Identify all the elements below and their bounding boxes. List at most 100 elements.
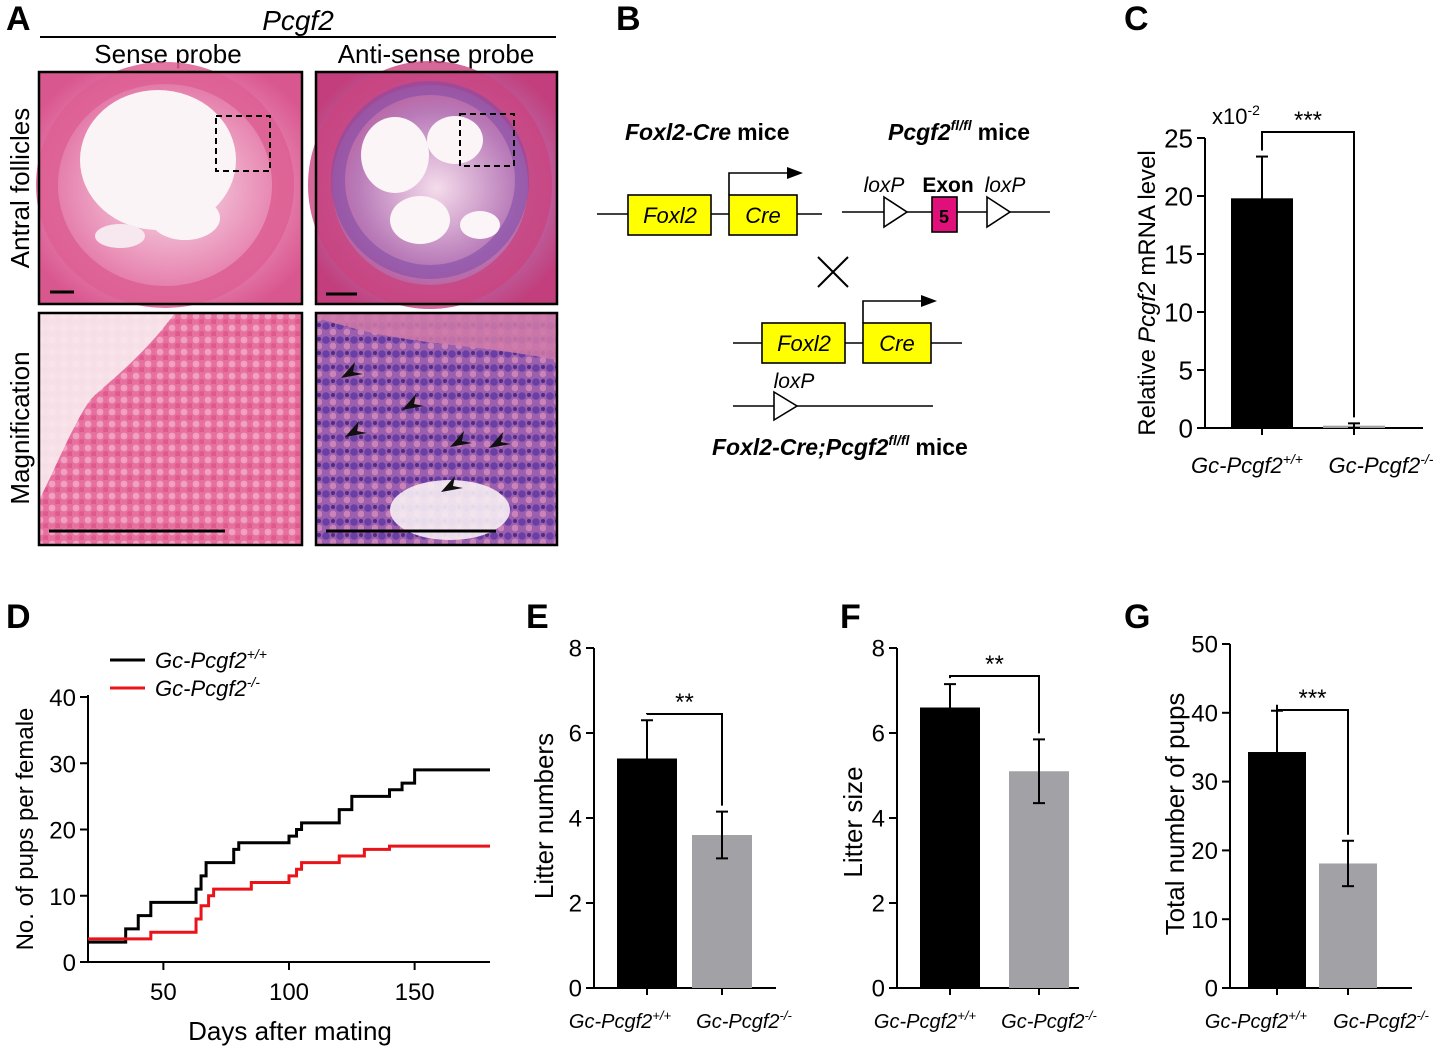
- arrowhead-icon: [341, 362, 363, 378]
- loxp-triangle-icon: [773, 390, 799, 422]
- y-tick-label: 5: [1179, 355, 1193, 385]
- chart-c-xtick: Gc-Pcgf2+/+: [1191, 451, 1303, 478]
- panel-label-c: C: [1124, 0, 1149, 38]
- chart-e-plot: 0 2 4 6 8 **: [569, 636, 776, 1003]
- panel-b: B Foxl2-Cre mice Pcgf2fl/fl mice Foxl2 Cre…: [597, 0, 1050, 460]
- chart-f-ylabel: Litter size: [838, 766, 868, 877]
- significance-bracket: [646, 713, 723, 806]
- significance-label: **: [675, 689, 694, 716]
- offspring-construct: Foxl2 Cre loxP: [733, 295, 962, 422]
- pcgf2-flfl-mice-title: Pcgf2fl/fl mice: [888, 117, 1030, 145]
- bar-wt: [920, 707, 980, 988]
- micrograph-sense-magnification: [37, 311, 304, 547]
- y-tick-label: 10: [1191, 907, 1218, 934]
- cre-gene-box: Cre: [745, 203, 780, 228]
- loxp-triangle-icon: [883, 195, 909, 229]
- chart-d-legend: Gc-Pcgf2+/+ Gc-Pcgf2-/-: [110, 646, 267, 701]
- y-tick-label: 0: [63, 950, 76, 977]
- panel-e: E Litter numbers 0 2 4 6 8 ** Gc-Pcgf2+/+ Gc-…: [526, 598, 792, 1033]
- cross-symbol: [817, 256, 849, 288]
- panel-label-a: A: [6, 0, 31, 38]
- micrograph-antisense-antral: [308, 61, 559, 309]
- chart-d-xlabel: Days after mating: [188, 1016, 392, 1046]
- chart-e-ylabel: Litter numbers: [529, 733, 559, 899]
- arrowheads: [341, 362, 511, 492]
- significance-label: ***: [1298, 685, 1326, 712]
- y-tick-label: 8: [569, 636, 582, 663]
- y-tick-label: 0: [872, 976, 885, 1003]
- legend-label-wt: Gc-Pcgf2+/+: [155, 646, 267, 673]
- inset-box-sense: [215, 115, 271, 172]
- loxp-label: loxP: [774, 370, 815, 393]
- x-tick-label: 50: [150, 979, 177, 1006]
- y-tick-label: 50: [1191, 632, 1218, 659]
- y-tick-label: 6: [569, 721, 582, 748]
- y-tick-label: 4: [872, 806, 885, 833]
- significance-bracket: [1276, 704, 1349, 835]
- chart-d-plot: 0 10 20 30 40 50 100 150: [49, 685, 490, 1006]
- chart-c-plot: 0 5 10 15 20 25 ***: [1164, 107, 1423, 443]
- y-tick-label: 8: [872, 636, 885, 663]
- y-tick-label: 2: [872, 891, 885, 918]
- promoter-arrow: [728, 172, 798, 195]
- arrowhead-icon: [489, 432, 511, 448]
- panel-label-d: D: [6, 598, 31, 636]
- pcgf2-flox-construct: 5 loxP Exon loxP: [842, 174, 1050, 233]
- bar-ko: [692, 835, 752, 988]
- series-line-wt: [88, 768, 490, 944]
- y-tick-label: 10: [1164, 297, 1193, 327]
- panel-f: F Litter size 0 2 4 6 8 ** Gc-Pcgf2+/+ Gc-Pcg…: [838, 598, 1097, 1033]
- multiplier-label: x10-2: [1212, 102, 1260, 129]
- panel-a-row-magnification: Magnification: [5, 351, 35, 504]
- chart-g-xtick: Gc-Pcgf2-/-: [1333, 1008, 1429, 1033]
- y-tick-label: 0: [1179, 413, 1193, 443]
- bar-ko: [1009, 771, 1069, 988]
- panel-label-b: B: [616, 0, 641, 38]
- y-tick-label: 10: [49, 884, 76, 911]
- panel-c: C x10-2 RelativePcgf2mRNA level 0 5 10 15 20…: [1124, 0, 1434, 478]
- chart-g-xtick: Gc-Pcgf2+/+: [1205, 1008, 1308, 1033]
- panel-a-gene-title: Pcgf2: [262, 5, 334, 36]
- x-tick-label: 100: [269, 979, 309, 1006]
- y-tick-label: 0: [569, 976, 582, 1003]
- y-tick-label: 20: [1164, 181, 1193, 211]
- y-tick-label: 2: [569, 891, 582, 918]
- y-tick-label: 20: [49, 818, 76, 845]
- arrowhead-icon: [450, 431, 472, 447]
- significance-bracket: [1261, 131, 1355, 418]
- panel-label-g: G: [1124, 598, 1150, 636]
- y-tick-label: 25: [1164, 123, 1193, 153]
- panel-label-e: E: [526, 598, 549, 636]
- chart-e-xtick: Gc-Pcgf2-/-: [696, 1008, 792, 1033]
- loxp-triangle-icon: [986, 195, 1012, 229]
- arrow-icon: [921, 295, 937, 307]
- significance-bracket: [949, 675, 1040, 734]
- chart-g-ylabel: Total number of pups: [1160, 693, 1190, 936]
- arrow-icon: [787, 167, 803, 179]
- y-tick-label: 0: [1205, 976, 1218, 1003]
- exon-label: Exon: [922, 174, 973, 197]
- loxp-label: loxP: [864, 174, 905, 197]
- panel-a: A Pcgf2 Sense probe Anti-sense probe Ant…: [5, 0, 559, 547]
- legend-label-ko: Gc-Pcgf2-/-: [155, 674, 260, 701]
- y-tick-label: 20: [1191, 838, 1218, 865]
- exon5-box: 5: [939, 207, 949, 227]
- chart-c-ylabel: RelativePcgf2mRNA level: [1134, 150, 1161, 435]
- y-tick-label: 40: [1191, 700, 1218, 727]
- loxp-label: loxP: [985, 174, 1026, 197]
- y-tick-label: 30: [1191, 769, 1218, 796]
- x-tick-label: 150: [395, 979, 435, 1006]
- chart-f-xtick: Gc-Pcgf2-/-: [1001, 1008, 1097, 1033]
- chart-d-ylabel: No. of pups per female: [12, 708, 39, 951]
- foxl2-gene-box: Foxl2: [777, 331, 831, 356]
- y-tick-label: 30: [49, 751, 76, 778]
- foxl2cre-mice-title: Foxl2-Cre mice: [625, 119, 790, 145]
- chart-f-plot: 0 2 4 6 8 **: [872, 636, 1079, 1003]
- series-line-ko: [88, 844, 490, 941]
- panel-label-f: F: [840, 598, 861, 636]
- significance-label: **: [985, 651, 1004, 678]
- inset-box-antisense: [459, 113, 515, 167]
- arrowhead-icon: [345, 421, 367, 437]
- chart-f-xtick: Gc-Pcgf2+/+: [874, 1008, 977, 1033]
- y-tick-label: 40: [49, 685, 76, 712]
